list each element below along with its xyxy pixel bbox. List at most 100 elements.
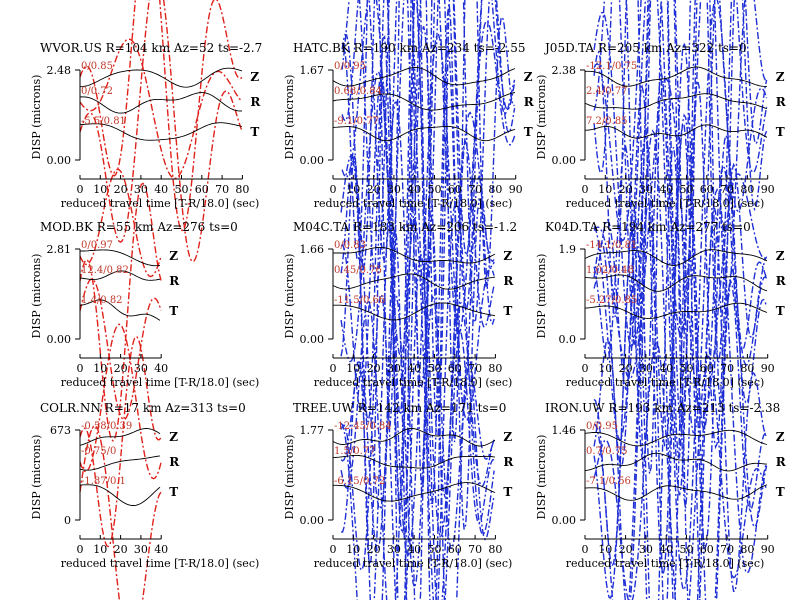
shift-correlation-annotation: 0/0.95 [334, 61, 366, 72]
shift-correlation-annotation: -1.87/0.1 [81, 476, 126, 487]
component-label-r: R [776, 95, 787, 109]
x-tick-label: 60 [448, 362, 462, 375]
x-tick-label: 20 [619, 362, 633, 375]
y-tick-label: 0.00 [300, 154, 325, 167]
x-tick-label: 30 [387, 543, 401, 556]
component-label-z: Z [250, 70, 259, 84]
synthetic-trace [340, 26, 495, 536]
shift-correlation-annotation: 0.45/0.76 [334, 265, 382, 276]
station-panel: J05D.TA R=205 km Az=322 ts=0 2.38 0.00 DISP… [535, 41, 787, 210]
x-axis-label: reduced travel time [T-R/18.0] (sec) [314, 376, 513, 389]
component-label-r: R [776, 455, 787, 469]
x-tick-label: 80 [740, 543, 754, 556]
synthetic-trace [79, 38, 243, 180]
component-label-r: R [169, 274, 180, 288]
x-tick-label: 40 [154, 183, 168, 196]
observed-trace-t [584, 484, 768, 501]
observed-trace-t [79, 484, 161, 506]
shift-correlation-annotation: -6.15/0.72 [334, 476, 385, 487]
component-label-t: T [503, 304, 512, 318]
y-axis-label: DISP (microns) [535, 254, 548, 339]
station-panel: HATC.BK R=190 km Az=234 ts=-2.55 1.67 0.00… [283, 41, 535, 210]
x-tick-label: 20 [114, 543, 128, 556]
y-tick-label: 1.9 [559, 243, 577, 256]
x-tick-label: 0 [330, 362, 337, 375]
x-tick-label: 30 [387, 183, 401, 196]
y-tick-label: 0.00 [47, 333, 72, 346]
synthetic-trace [340, 0, 495, 600]
x-tick-label: 90 [761, 183, 775, 196]
observed-trace-r [79, 92, 243, 114]
x-tick-label: 40 [659, 543, 673, 556]
x-tick-label: 0 [77, 362, 84, 375]
x-tick-label: 60 [700, 183, 714, 196]
panel-title: J05D.TA R=205 km Az=322 ts=0 [543, 41, 747, 55]
x-tick-label: 20 [114, 362, 128, 375]
x-tick-label: 50 [680, 362, 694, 375]
y-tick-label: 0.00 [300, 333, 325, 346]
observed-trace-z [80, 67, 243, 88]
label-layer: WVOR.US R=104 km Az=52 ts=-2.72.480.00DI… [30, 41, 787, 570]
x-axis-label: reduced travel time [T-R/18.0] (sec) [61, 557, 260, 570]
x-tick-label: 10 [346, 362, 360, 375]
x-tick-label: 80 [488, 183, 502, 196]
shift-correlation-annotation: 0/0.85 [81, 61, 113, 72]
x-tick-label: 40 [407, 543, 421, 556]
x-tick-label: 80 [488, 543, 502, 556]
y-axis-label: DISP (microns) [535, 75, 548, 160]
component-label-t: T [169, 485, 178, 499]
synthetic-trace [79, 182, 162, 442]
y-axis-label: DISP (microns) [283, 435, 296, 520]
x-tick-label: 30 [639, 183, 653, 196]
y-axis-label: DISP (microns) [283, 254, 296, 339]
panel-title: COLR.NN R=17 km Az=313 ts=0 [40, 401, 246, 415]
observed-trace-t [584, 302, 768, 319]
y-axis-label: DISP (microns) [283, 75, 296, 160]
observed-layer [79, 66, 768, 506]
synthetic-trace [340, 251, 495, 600]
x-tick-label: 50 [680, 543, 694, 556]
component-label-r: R [524, 95, 535, 109]
x-tick-label: 70 [468, 362, 482, 375]
component-label-t: T [503, 485, 512, 499]
observed-trace-t [585, 124, 768, 139]
observed-trace-r [332, 454, 496, 469]
y-tick-label: 1.77 [300, 424, 325, 437]
y-tick-label: 0.00 [47, 154, 72, 167]
component-label-z: Z [169, 430, 178, 444]
x-tick-label: 10 [598, 543, 612, 556]
x-tick-label: 60 [195, 183, 209, 196]
x-tick-label: 0 [582, 183, 589, 196]
x-tick-label: 0 [77, 183, 84, 196]
synthetic-trace [79, 323, 162, 480]
shift-correlation-annotation: -0.75/0 [81, 446, 116, 457]
shift-correlation-annotation: 7.2/0.85 [586, 116, 628, 127]
shift-correlation-annotation: 0/0.97 [81, 240, 113, 251]
component-label-t: T [776, 304, 785, 318]
component-label-t: T [776, 125, 785, 139]
x-tick-label: 0 [77, 543, 84, 556]
x-tick-label: 30 [639, 362, 653, 375]
y-axis-label: DISP (microns) [30, 254, 43, 339]
x-axis-label: reduced travel time [T-R/18.0] (sec) [314, 197, 513, 210]
x-tick-label: 80 [740, 183, 754, 196]
shift-correlation-annotation: -9.1/0.77 [334, 116, 379, 127]
x-tick-label: 80 [740, 362, 754, 375]
station-panel: M04C.TA R=183 km Az=206 ts=-1.2 1.66 0.00 D… [283, 220, 517, 389]
component-label-r: R [503, 455, 514, 469]
shift-correlation-annotation: -11.5/0.66 [334, 295, 385, 306]
synthetic-trace [593, 113, 768, 447]
x-tick-label: 70 [468, 183, 482, 196]
synthetic-trace [79, 168, 162, 278]
x-tick-label: 70 [720, 543, 734, 556]
x-tick-label: 10 [93, 183, 107, 196]
x-tick-label: 50 [428, 362, 442, 375]
component-label-z: Z [776, 70, 785, 84]
x-tick-label: 90 [761, 543, 775, 556]
x-tick-label: 90 [509, 183, 523, 196]
panel-title: MOD.BK R=55 km Az=276 ts=0 [40, 220, 238, 234]
station-panel: COLR.NN R=17 km Az=313 ts=0 673 0 DISP (mic… [30, 401, 259, 570]
station-panel: TREE.UW R=142 km Az=171 ts=0 1.77 0.00 DISP… [283, 401, 514, 570]
observed-trace-z [79, 249, 161, 267]
